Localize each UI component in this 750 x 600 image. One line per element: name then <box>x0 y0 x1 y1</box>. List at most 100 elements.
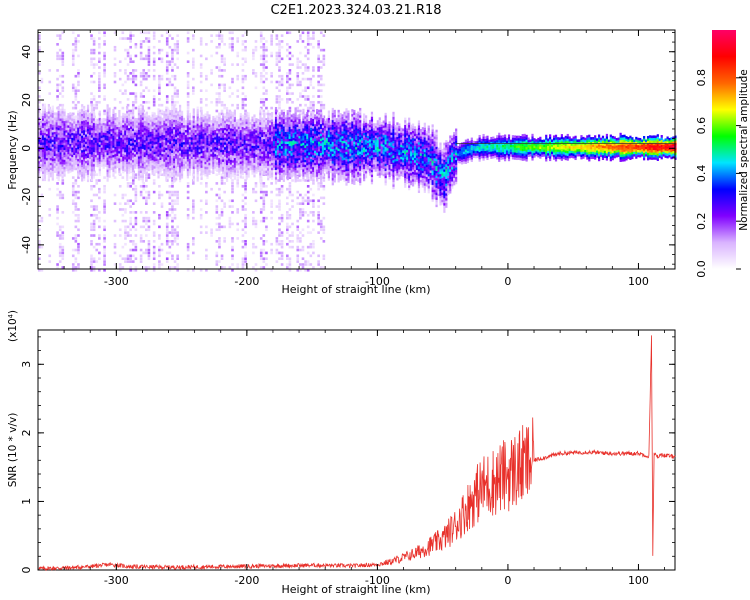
heatmap-cell <box>118 89 122 92</box>
heatmap-cell <box>205 269 208 272</box>
heatmap-cell <box>231 237 234 240</box>
heatmap-cell <box>229 149 233 153</box>
heatmap-cell <box>131 254 135 258</box>
heatmap-cell <box>168 202 172 205</box>
heatmap-cell <box>141 122 144 125</box>
heatmap-cell <box>192 86 195 90</box>
heatmap-cell <box>41 164 45 167</box>
heatmap-cell <box>73 121 76 124</box>
heatmap-cell <box>49 138 52 142</box>
heatmap-cell <box>199 269 203 272</box>
heatmap-cell <box>190 134 193 138</box>
heatmap-cell <box>205 77 208 81</box>
heatmap-cell <box>108 117 111 120</box>
heatmap-cell <box>98 242 101 246</box>
heatmap-cell <box>177 116 180 119</box>
heatmap-cell <box>114 137 117 140</box>
heatmap-cell <box>90 156 94 160</box>
heatmap-cell <box>83 161 86 165</box>
heatmap-cell <box>291 100 294 104</box>
heatmap-cell <box>196 162 199 165</box>
heatmap-cell <box>94 164 97 167</box>
heatmap-cell <box>214 124 217 128</box>
heatmap-cell <box>83 144 86 148</box>
heatmap-cell <box>55 155 58 159</box>
heatmap-cell <box>186 80 190 84</box>
heatmap-cell <box>151 150 154 154</box>
heatmap-cell <box>139 124 143 128</box>
heatmap-cell <box>47 123 50 126</box>
heatmap-cell <box>110 160 113 163</box>
heatmap-cell <box>135 122 139 126</box>
heatmap-cell <box>77 100 80 104</box>
heatmap-cell <box>38 240 41 243</box>
heatmap-cell <box>102 156 105 160</box>
heatmap-cell <box>265 45 268 49</box>
heatmap-cell <box>163 113 166 116</box>
heatmap-cell <box>182 117 186 121</box>
heatmap-cell <box>131 179 135 182</box>
heatmap-cell <box>161 141 164 145</box>
heatmap-cell <box>43 115 47 119</box>
heatmap-cell <box>288 257 292 261</box>
heatmap-cell <box>278 103 281 107</box>
heatmap-cell <box>220 149 223 153</box>
heatmap-cell <box>200 141 203 144</box>
heatmap-cell <box>225 123 229 127</box>
heatmap-cell <box>167 111 170 114</box>
heatmap-cell <box>63 142 66 146</box>
heatmap-cell <box>231 169 235 173</box>
heatmap-cell <box>173 199 177 203</box>
heatmap-cell <box>259 182 263 185</box>
heatmap-cell <box>122 146 125 150</box>
heatmap-cell <box>225 145 229 149</box>
heatmap-cell <box>265 251 268 255</box>
heatmap-cell <box>79 172 82 175</box>
heatmap-cell <box>288 187 292 191</box>
heatmap-cell <box>77 176 80 179</box>
heatmap-cell <box>317 216 320 220</box>
heatmap-cell <box>186 184 190 188</box>
heatmap-cell <box>200 143 203 147</box>
heatmap-cell <box>128 149 131 153</box>
heatmap-cell <box>61 245 65 249</box>
heatmap-cell <box>157 113 160 116</box>
heatmap-cell <box>61 142 64 145</box>
heatmap-cell <box>171 106 174 110</box>
heatmap-cell <box>196 176 199 180</box>
heatmap-cell <box>96 135 99 139</box>
heatmap-cell <box>71 130 74 134</box>
heatmap-cell <box>216 164 219 168</box>
heatmap-cell <box>161 117 164 121</box>
heatmap-cell <box>241 176 245 179</box>
heatmap-cell <box>61 137 64 141</box>
heatmap-cell <box>49 155 52 158</box>
heatmap-cell <box>38 134 41 137</box>
heatmap-cell <box>200 129 203 132</box>
heatmap-cell <box>198 132 201 135</box>
heatmap-cell <box>110 121 113 125</box>
heatmap-cell <box>224 137 227 140</box>
heatmap-cell <box>214 129 217 133</box>
heatmap-cell <box>319 266 323 269</box>
heatmap-cell <box>306 57 310 61</box>
heatmap-cell <box>212 137 215 141</box>
heatmap-cell <box>53 119 56 123</box>
heatmap-cell <box>74 115 78 119</box>
heatmap-cell <box>205 182 208 185</box>
heatmap-cell <box>241 80 245 84</box>
heatmap-cell <box>74 260 78 263</box>
heatmap-cell <box>143 168 146 172</box>
heatmap-cell <box>252 266 255 269</box>
heatmap-cell <box>100 147 103 151</box>
heatmap-cell <box>141 107 144 111</box>
heatmap-cell <box>137 168 141 171</box>
heatmap-cell <box>194 156 197 160</box>
heatmap-cell <box>131 202 135 205</box>
heatmap-cell <box>104 123 107 126</box>
heatmap-cell <box>319 77 323 81</box>
heatmap-cell <box>171 133 174 137</box>
heatmap-cell <box>188 153 191 157</box>
heatmap-cell <box>51 153 54 157</box>
heatmap-cell <box>124 152 127 155</box>
